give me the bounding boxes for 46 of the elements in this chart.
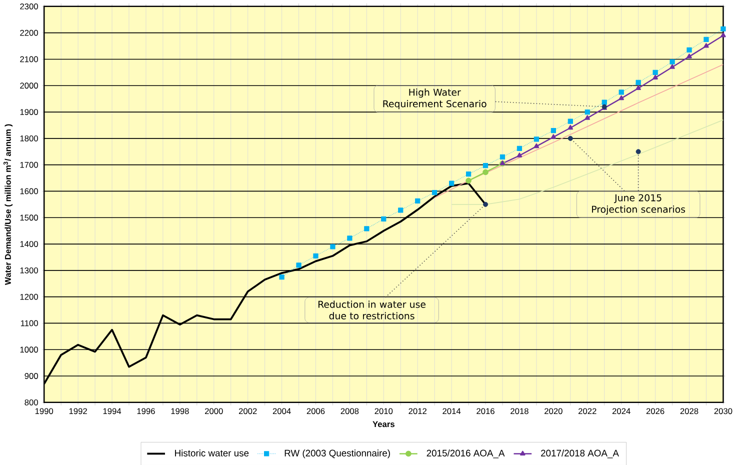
y-tick-label: 1400 [20, 240, 38, 247]
x-tick-label: 1998 [171, 408, 189, 414]
y-tick-label: 1300 [20, 267, 38, 274]
annotation: High Water Requirement Scenario [383, 88, 486, 109]
x-tick-label: 2018 [510, 408, 528, 414]
y-tick-label: 900 [24, 372, 38, 379]
y-axis-title: Water Demand/Use ( million m$^{3}$/ annum ) [3, 124, 13, 285]
legend-label: Historic water use [175, 449, 249, 456]
y-tick-label: 2300 [20, 3, 38, 10]
x-tick-label: 1996 [137, 408, 155, 414]
y-tick-label: 800 [24, 399, 38, 406]
y-tick-label: 1700 [20, 162, 38, 168]
y-tick-label: 1600 [20, 188, 38, 194]
x-tick-label: 2010 [374, 408, 393, 414]
x-tick-label: 2016 [476, 408, 494, 414]
x-tick-label: 2000 [205, 408, 223, 414]
x-axis-title: Years [372, 421, 394, 427]
x-tick-label: 2020 [544, 408, 562, 414]
y-tick-label: 2100 [20, 56, 38, 62]
y-tick-label: 1100 [20, 320, 38, 326]
annotation: June 2015 Projection scenarios [592, 194, 686, 214]
y-tick-label: 2200 [20, 30, 38, 36]
x-tick-label: 2028 [680, 408, 698, 414]
x-tick-label: 1994 [103, 408, 122, 414]
x-tick-label: 2004 [272, 408, 291, 414]
x-tick-label: 2022 [578, 408, 596, 414]
y-tick-label: 1500 [20, 214, 38, 220]
x-tick-label: 2014 [442, 408, 461, 414]
x-tick-label: 1990 [35, 408, 54, 414]
y-tick-label: 1900 [20, 108, 38, 115]
annotation: Reduction in water use due to restrictions [318, 300, 426, 320]
y-tick-label: 1000 [20, 346, 38, 352]
x-tick-label: 2008 [340, 408, 359, 414]
legend-label: RW (2003 Questionnaire) [284, 449, 390, 458]
x-tick-label: 2006 [306, 408, 325, 414]
legend-label: 2015/2016 AOA_A [426, 449, 505, 458]
x-tick-label: 2012 [408, 408, 426, 414]
y-tick-label: 2000 [20, 82, 38, 88]
x-tick-label: 2024 [612, 408, 630, 414]
x-tick-label: 2030 [714, 408, 732, 414]
x-tick-label: 2026 [646, 408, 664, 414]
x-tick-label: 1992 [69, 408, 87, 414]
x-tick-label: 2002 [238, 408, 257, 414]
y-tick-label: 1200 [20, 294, 38, 300]
legend-label: 2017/2018 AOA_A [541, 449, 619, 458]
y-tick-label: 1800 [20, 135, 38, 142]
